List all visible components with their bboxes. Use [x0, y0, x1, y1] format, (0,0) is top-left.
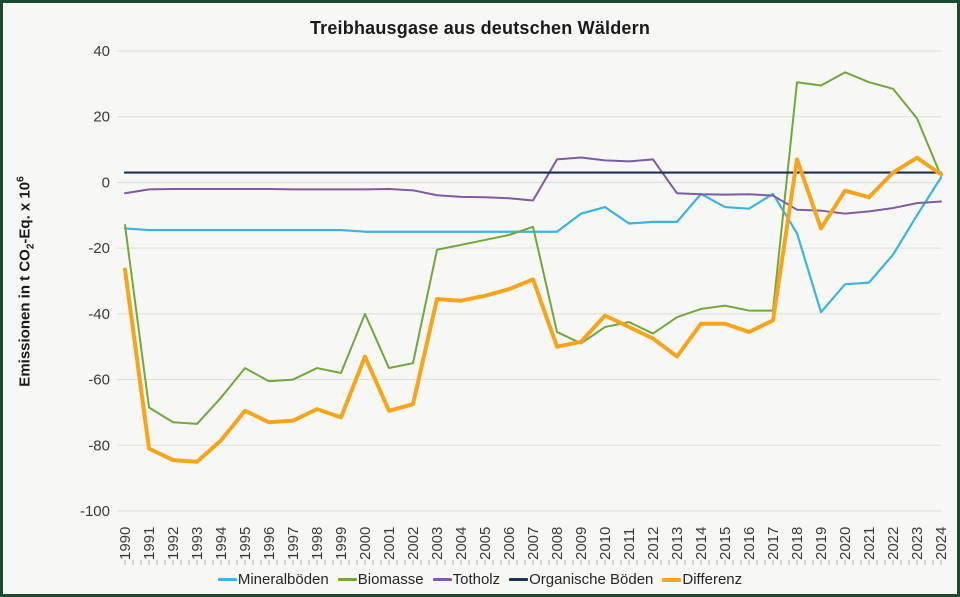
- legend-swatch: [662, 577, 682, 582]
- x-tick-label: 1996: [261, 527, 278, 560]
- x-tick-label: 2006: [501, 527, 518, 560]
- x-tick-label: 1999: [333, 527, 350, 560]
- x-tick-label: 1998: [309, 527, 326, 560]
- x-tick-label: 1991: [141, 527, 158, 560]
- legend-label: Biomasse: [357, 571, 424, 588]
- series-line-differenz: [123, 155, 943, 464]
- x-tick-label: 1990: [117, 527, 134, 560]
- x-tick-label: 2020: [837, 527, 854, 560]
- series-line-totholz: [124, 156, 942, 215]
- legend-item: Differenz: [662, 571, 742, 588]
- series-line-mineralböden: [123, 176, 943, 314]
- x-tick-label: 2002: [405, 527, 422, 560]
- x-tick-label: 2019: [813, 527, 830, 560]
- x-tick-label: 2003: [429, 527, 446, 560]
- x-tick-label: 2021: [861, 527, 878, 560]
- x-tick-label: 2013: [669, 527, 686, 560]
- legend-item: Mineralböden: [217, 571, 329, 588]
- legend: Mineralböden Biomasse Totholz Organische Bö…: [3, 571, 957, 588]
- y-tick-label: 20: [93, 109, 110, 126]
- x-tick-label: 1995: [237, 527, 254, 560]
- x-tick-label: 2024: [933, 527, 950, 560]
- x-tick-label: 1997: [285, 527, 302, 560]
- x-tick-label: 1993: [189, 527, 206, 560]
- x-tick-label: 2018: [789, 527, 806, 560]
- x-tick-label: 2017: [765, 527, 782, 560]
- y-tick-label: 40: [93, 43, 110, 60]
- legend-label: Totholz: [452, 571, 501, 588]
- x-tick-label: 2011: [621, 528, 638, 560]
- x-tick-label: 2005: [477, 527, 494, 560]
- y-tick-label: -80: [88, 437, 110, 454]
- legend-item: Organische Böden: [509, 571, 653, 588]
- legend-swatch: [509, 578, 529, 581]
- x-tick-label: 2012: [645, 527, 662, 560]
- x-tick-label: 2014: [693, 527, 710, 560]
- legend-label: Differenz: [682, 571, 743, 588]
- x-tick-label: 2015: [717, 527, 734, 560]
- legend-swatch: [337, 578, 357, 581]
- x-tick-label: 2010: [597, 527, 614, 560]
- x-tick-label: 2009: [573, 527, 590, 560]
- x-tick-label: 1992: [165, 527, 182, 560]
- x-tick-label: 2001: [381, 527, 398, 560]
- legend-item: Biomasse: [337, 571, 424, 588]
- x-tick-label: 2000: [357, 527, 374, 560]
- y-tick-label: 0: [102, 174, 110, 191]
- y-tick-label: -20: [88, 240, 110, 257]
- y-tick-label: -60: [88, 372, 110, 389]
- x-tick-label: 2008: [549, 527, 566, 560]
- x-tick-label: 2007: [525, 527, 542, 560]
- x-tick-label: 2016: [741, 527, 758, 560]
- legend-label: Mineralböden: [237, 571, 329, 588]
- legend-swatch: [432, 578, 452, 581]
- legend-swatch: [217, 578, 237, 581]
- legend-label: Organische Böden: [529, 571, 654, 588]
- series-line-biomasse: [124, 71, 942, 425]
- x-tick-label: 2023: [909, 527, 926, 560]
- x-tick-label: 1994: [213, 527, 230, 560]
- x-tick-label: 2022: [885, 527, 902, 560]
- chart-title: Treibhausgase aus deutschen Wäldern: [309, 18, 651, 38]
- plot-area: 40 20 0 -20 -40 -60 -80 -100 1990 1991 1992 1993 199…: [80, 43, 950, 565]
- y-tick-label: -100: [80, 503, 110, 520]
- x-tick-label: 2004: [453, 527, 470, 560]
- y-tick-label: -40: [88, 306, 110, 323]
- legend-item: Totholz: [432, 571, 501, 588]
